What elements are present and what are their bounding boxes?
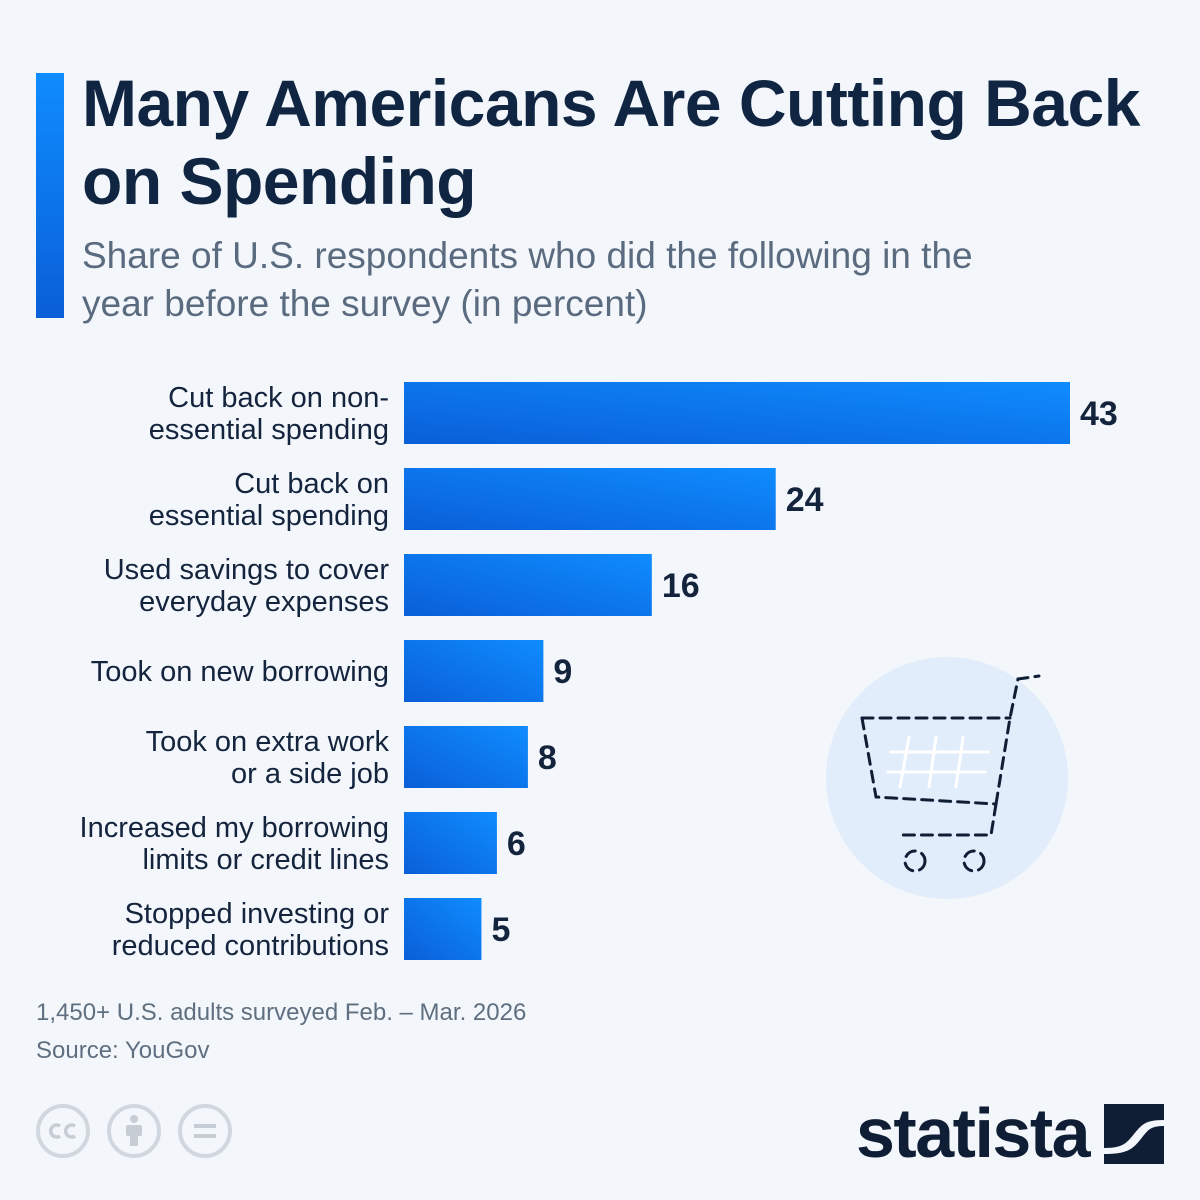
bar-chart: 43 Cut back on non-essential spending 24 Cu… <box>80 382 1118 962</box>
survey-note: 1,450+ U.S. adults surveyed Feb. – Mar. … <box>36 999 527 1026</box>
bar-1 <box>404 468 776 530</box>
category-label: essential spending <box>149 414 389 446</box>
category-label: Increased my borrowing <box>80 812 389 844</box>
category-label: reduced contributions <box>112 930 389 962</box>
bar-value-label: 6 <box>507 825 526 863</box>
page-title: Many Americans Are Cutting Back on Spend… <box>82 66 1140 218</box>
category-label: Cut back on non- <box>168 382 389 414</box>
bar-6 <box>404 898 482 960</box>
category-label: Stopped investing or <box>125 898 390 930</box>
cart-backdrop <box>826 657 1068 899</box>
bar-value-label: 43 <box>1080 395 1118 433</box>
category-label: Used savings to cover <box>104 554 390 586</box>
category-label: essential spending <box>149 500 389 532</box>
category-label: everyday expenses <box>139 586 389 618</box>
bar-value-label: 9 <box>553 653 572 691</box>
bar-value-label: 8 <box>538 739 557 777</box>
page-subtitle: Share of U.S. respondents who did the fo… <box>82 235 973 324</box>
license-icons <box>36 1104 232 1158</box>
title-accent-bar <box>36 73 64 318</box>
cc-icon[interactable] <box>36 1104 90 1158</box>
brand-logo: statista <box>856 1094 1091 1172</box>
bar-5 <box>404 812 497 874</box>
category-label: limits or credit lines <box>142 844 389 876</box>
bar-4 <box>404 726 528 788</box>
bar-value-label: 24 <box>786 481 824 519</box>
category-label: Took on extra work <box>146 726 390 758</box>
statista-logo-icon <box>1104 1104 1164 1164</box>
no-derivatives-icon[interactable] <box>178 1104 232 1158</box>
source-note: Source: YouGov <box>36 1037 210 1064</box>
shopping-cart-icon <box>860 674 1041 873</box>
bar-value-label: 16 <box>662 567 700 605</box>
bar-3 <box>404 640 544 702</box>
bar-2 <box>404 554 652 616</box>
category-label: or a side job <box>231 758 389 790</box>
attribution-icon[interactable] <box>107 1104 161 1158</box>
category-label: Took on new borrowing <box>91 656 389 688</box>
category-label: Cut back on <box>234 468 389 500</box>
bar-value-label: 5 <box>491 911 510 949</box>
bar-0 <box>404 382 1070 444</box>
